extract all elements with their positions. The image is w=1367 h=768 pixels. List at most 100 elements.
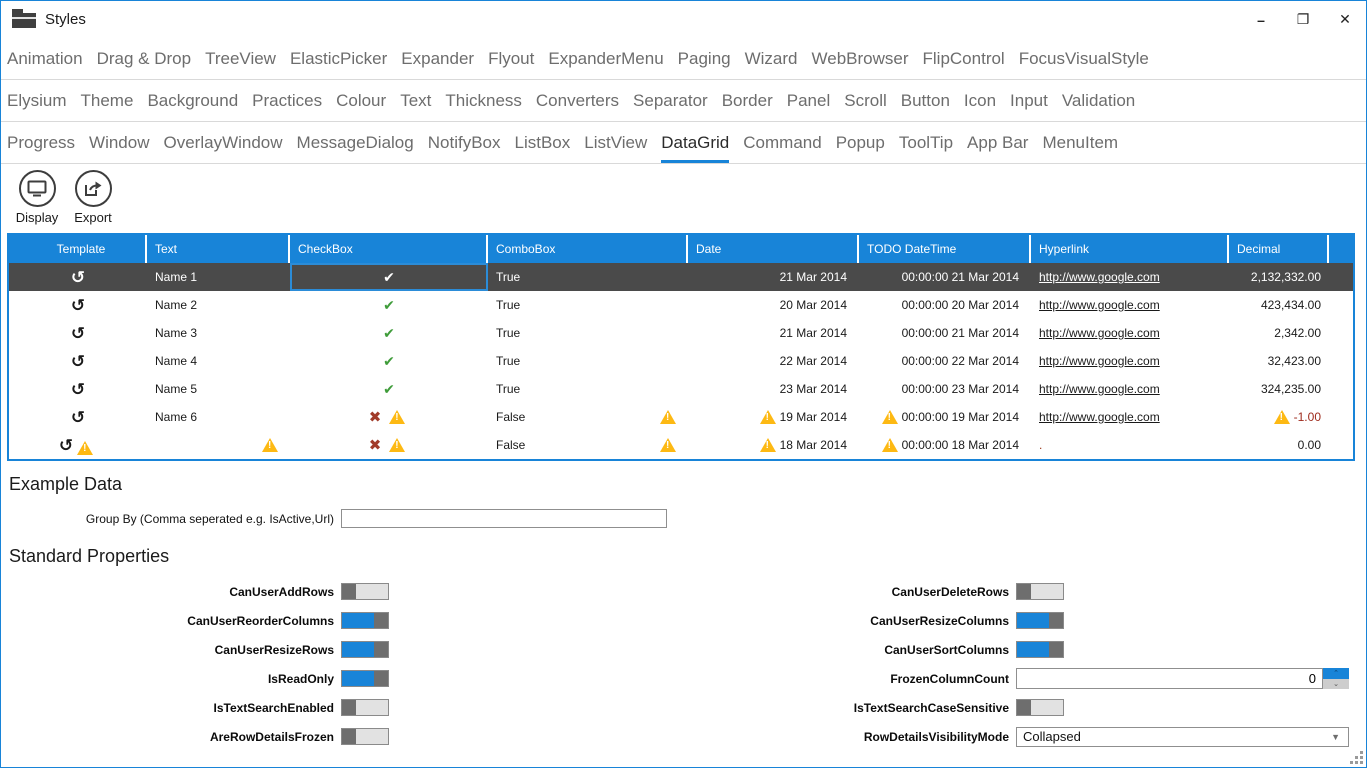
- template-cell[interactable]: ↺: [9, 347, 147, 375]
- template-cell[interactable]: ↺: [9, 403, 147, 431]
- decimal-cell[interactable]: 2,132,332.00: [1250, 270, 1321, 284]
- template-cell[interactable]: ↺: [9, 291, 147, 319]
- template-cell[interactable]: ↺: [9, 263, 147, 291]
- date-cell[interactable]: 19 Mar 2014: [688, 403, 859, 431]
- column-header-checkbox[interactable]: CheckBox: [290, 235, 488, 263]
- table-row[interactable]: ↺ Name 5 ✔ True 23 Mar 2014 00:00:00 23 …: [9, 375, 1353, 403]
- checkbox-cell[interactable]: ✖: [290, 403, 488, 431]
- spinner-up-button[interactable]: ⌃: [1323, 668, 1349, 679]
- is-text-search-enabled-toggle[interactable]: [341, 699, 389, 716]
- date-cell[interactable]: 21 Mar 2014: [779, 270, 847, 284]
- is-text-search-case-sensitive-toggle[interactable]: [1016, 699, 1064, 716]
- hyperlink[interactable]: http://www.google.com: [1039, 410, 1160, 424]
- tab-overlaywindow[interactable]: OverlayWindow: [163, 132, 283, 152]
- template-cell[interactable]: ↺: [9, 375, 147, 403]
- tab-expander[interactable]: Expander: [401, 48, 475, 68]
- tab-colour[interactable]: Colour: [336, 90, 387, 110]
- decimal-cell[interactable]: 32,423.00: [1267, 354, 1321, 368]
- combobox-cell[interactable]: True: [496, 298, 521, 312]
- combobox-cell[interactable]: False: [488, 431, 688, 459]
- can-user-resize-rows-toggle[interactable]: [341, 641, 389, 658]
- text-cell[interactable]: Name 4: [155, 354, 198, 368]
- hyperlink[interactable]: http://www.google.com: [1039, 354, 1160, 368]
- date-cell[interactable]: 20 Mar 2014: [779, 298, 847, 312]
- tab-elasticpicker[interactable]: ElasticPicker: [289, 48, 388, 68]
- text-cell[interactable]: Name 3: [155, 326, 198, 340]
- decimal-cell[interactable]: -1.00: [1229, 403, 1329, 431]
- combobox-cell[interactable]: True: [496, 382, 521, 396]
- combobox-cell[interactable]: True: [496, 326, 521, 340]
- close-button[interactable]: ✕: [1324, 1, 1366, 38]
- tab-border[interactable]: Border: [721, 90, 773, 110]
- tab-menuitem[interactable]: MenuItem: [1042, 132, 1119, 152]
- date-cell[interactable]: 22 Mar 2014: [779, 354, 847, 368]
- minimize-button[interactable]: –: [1240, 1, 1282, 38]
- column-header-template[interactable]: Template: [9, 235, 147, 263]
- date-cell[interactable]: 23 Mar 2014: [779, 382, 847, 396]
- can-user-delete-rows-toggle[interactable]: [1016, 583, 1064, 600]
- hyperlink[interactable]: .: [1039, 438, 1043, 452]
- tab-webbrowser[interactable]: WebBrowser: [811, 48, 909, 68]
- tab-flipcontrol[interactable]: FlipControl: [922, 48, 1005, 68]
- display-button[interactable]: Display: [10, 170, 64, 225]
- is-read-only-toggle[interactable]: [341, 670, 389, 687]
- decimal-cell[interactable]: 0.00: [1297, 438, 1321, 452]
- tab-listbox[interactable]: ListBox: [514, 132, 571, 152]
- datetime-cell[interactable]: 00:00:00 20 Mar 2014: [901, 298, 1019, 312]
- tab-converters[interactable]: Converters: [535, 90, 620, 110]
- hyperlink[interactable]: http://www.google.com: [1039, 270, 1160, 284]
- table-row[interactable]: ↺ ✖ False 18 Mar 2014 00:00:00 18 Mar 20…: [9, 431, 1353, 459]
- text-cell[interactable]: [147, 431, 290, 459]
- tab-thickness[interactable]: Thickness: [445, 90, 522, 110]
- checkbox-cell[interactable]: ✔: [290, 263, 488, 291]
- tab-practices[interactable]: Practices: [252, 90, 323, 110]
- checkbox-cell[interactable]: ✔: [290, 375, 488, 403]
- tab-datagrid[interactable]: DataGrid: [661, 122, 730, 163]
- checkbox-cell[interactable]: ✖: [290, 431, 488, 459]
- tab-input[interactable]: Input: [1010, 90, 1048, 110]
- table-row[interactable]: ↺ Name 4 ✔ True 22 Mar 2014 00:00:00 22 …: [9, 347, 1353, 375]
- checkbox-cell[interactable]: ✔: [290, 347, 488, 375]
- table-row[interactable]: ↺ Name 6 ✖ False 19 Mar 2014 00:00:00 19…: [9, 403, 1353, 431]
- tab-command[interactable]: Command: [743, 132, 822, 152]
- tab-appbar[interactable]: App Bar: [967, 132, 1029, 152]
- tab-popup[interactable]: Popup: [835, 132, 885, 152]
- decimal-cell[interactable]: 2,342.00: [1274, 326, 1321, 340]
- text-cell[interactable]: Name 2: [155, 298, 198, 312]
- table-row[interactable]: ↺ Name 2 ✔ True 20 Mar 2014 00:00:00 20 …: [9, 291, 1353, 319]
- tab-scroll[interactable]: Scroll: [844, 90, 887, 110]
- checkbox-cell[interactable]: ✔: [290, 319, 488, 347]
- column-header-hyperlink[interactable]: Hyperlink: [1031, 235, 1229, 263]
- tab-wizard[interactable]: Wizard: [744, 48, 798, 68]
- can-user-sort-columns-toggle[interactable]: [1016, 641, 1064, 658]
- decimal-cell[interactable]: 324,235.00: [1260, 382, 1321, 396]
- tab-flyout[interactable]: Flyout: [488, 48, 535, 68]
- date-cell[interactable]: 21 Mar 2014: [779, 326, 847, 340]
- tab-window[interactable]: Window: [89, 132, 150, 152]
- datetime-cell[interactable]: 00:00:00 21 Mar 2014: [901, 326, 1019, 340]
- row-details-visibility-mode-dropdown[interactable]: Collapsed ▼: [1016, 726, 1349, 747]
- column-header-combobox[interactable]: ComboBox: [488, 235, 688, 263]
- tab-button[interactable]: Button: [900, 90, 950, 110]
- hyperlink[interactable]: http://www.google.com: [1039, 382, 1160, 396]
- resize-grip[interactable]: [1348, 749, 1363, 764]
- table-row[interactable]: ↺ Name 3 ✔ True 21 Mar 2014 00:00:00 21 …: [9, 319, 1353, 347]
- are-row-details-frozen-toggle[interactable]: [341, 728, 389, 745]
- checkbox-cell[interactable]: ✔: [290, 291, 488, 319]
- tab-progress[interactable]: Progress: [7, 132, 76, 152]
- date-cell[interactable]: 18 Mar 2014: [688, 431, 859, 459]
- datetime-cell[interactable]: 00:00:00 21 Mar 2014: [901, 270, 1019, 284]
- datetime-cell[interactable]: 00:00:00 22 Mar 2014: [901, 354, 1019, 368]
- text-cell[interactable]: Name 1: [155, 270, 198, 284]
- datetime-cell[interactable]: 00:00:00 19 Mar 2014: [859, 403, 1031, 431]
- tab-theme[interactable]: Theme: [80, 90, 134, 110]
- frozen-column-count-input[interactable]: [1016, 668, 1323, 689]
- spinner-down-button[interactable]: ⌄: [1323, 678, 1349, 689]
- tab-treeview[interactable]: TreeView: [205, 48, 276, 68]
- table-row[interactable]: ↺ Name 1 ✔ True 21 Mar 2014 00:00:00 21 …: [9, 263, 1353, 291]
- combobox-cell[interactable]: True: [496, 270, 521, 284]
- export-button[interactable]: Export: [66, 170, 120, 225]
- datetime-cell[interactable]: 00:00:00 23 Mar 2014: [901, 382, 1019, 396]
- column-header-text[interactable]: Text: [147, 235, 290, 263]
- group-by-input[interactable]: [341, 509, 667, 528]
